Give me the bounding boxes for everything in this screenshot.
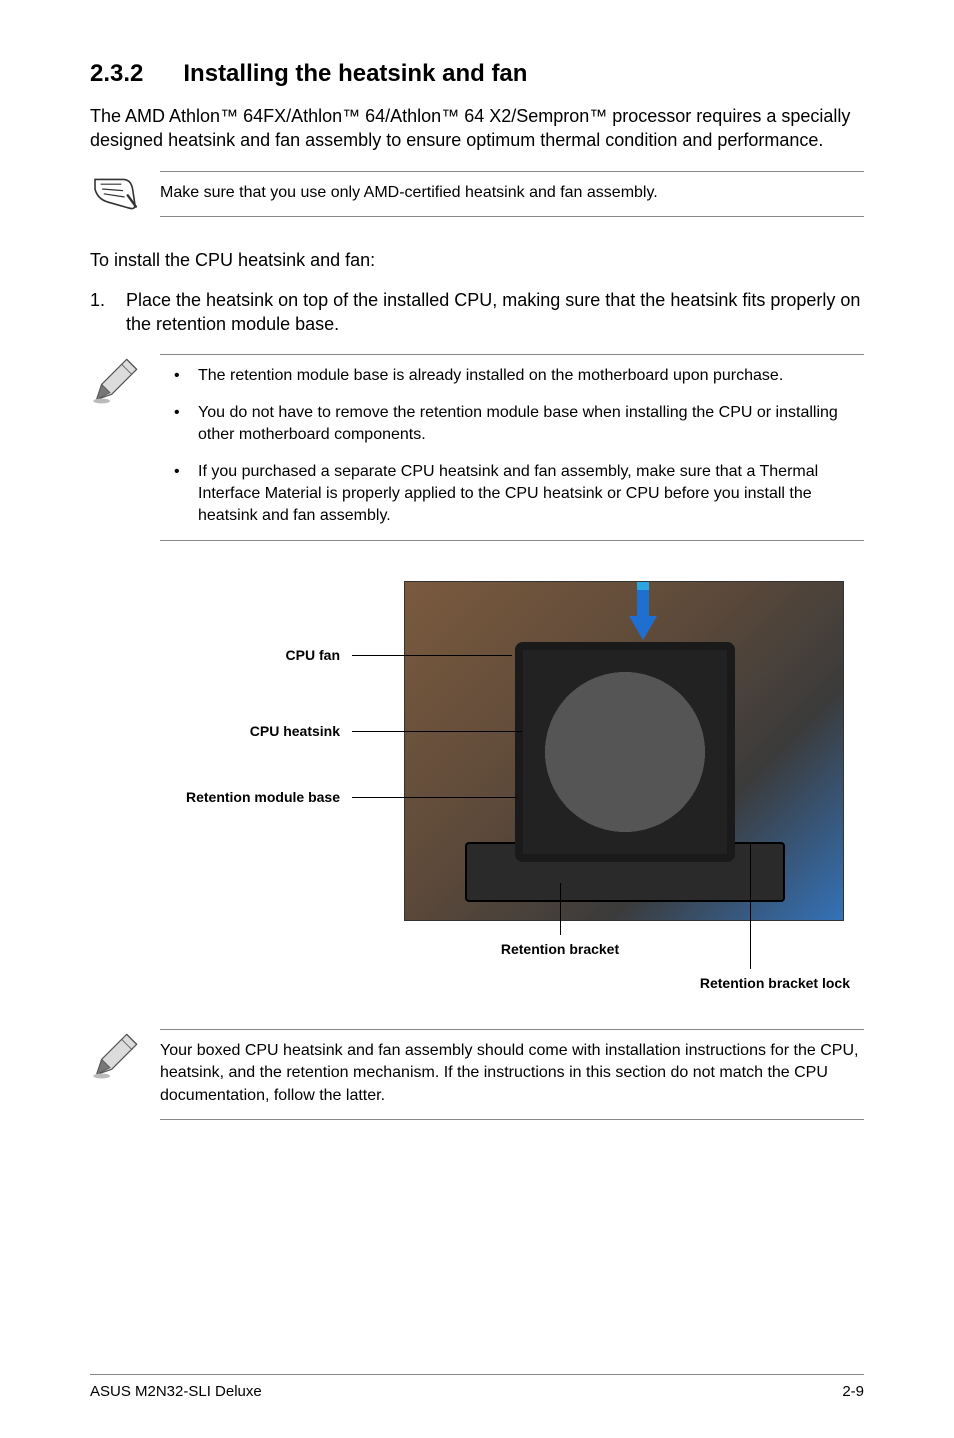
step-1: 1. Place the heatsink on top of the inst…: [90, 288, 864, 337]
page-footer: ASUS M2N32-SLI Deluxe 2-9: [90, 1374, 864, 1400]
tip-item: If you purchased a separate CPU heatsink…: [174, 461, 864, 528]
pencil-icon: [90, 1029, 160, 1086]
label-cpu-fan: CPU fan: [220, 647, 340, 663]
arrow-down-icon: [625, 582, 661, 642]
step-1-text: Place the heatsink on top of the install…: [126, 288, 864, 337]
note-certified-text: Make sure that you use only AMD-certifie…: [160, 171, 864, 217]
tip-item: The retention module base is already ins…: [174, 365, 864, 387]
tip-item: You do not have to remove the retention …: [174, 402, 864, 447]
intro-paragraph: The AMD Athlon™ 64FX/Athlon™ 64/Athlon™ …: [90, 104, 864, 153]
leader-line: [750, 843, 751, 969]
leader-line: [352, 655, 512, 656]
heatsink-photo: [404, 581, 844, 921]
photo-fan: [515, 642, 735, 862]
heatsink-figure: CPU fan CPU heatsink Retention module ba…: [90, 571, 864, 1011]
tips-list: The retention module base is already ins…: [160, 365, 864, 527]
step-1-number: 1.: [90, 288, 126, 337]
leader-line: [560, 883, 561, 935]
label-retention-module-base: Retention module base: [90, 789, 340, 805]
section-heading: 2.3.2 Installing the heatsink and fan: [90, 60, 864, 88]
label-cpu-heatsink: CPU heatsink: [190, 723, 340, 739]
note-boxed-cpu: Your boxed CPU heatsink and fan assembly…: [90, 1029, 864, 1120]
footer-right: 2-9: [842, 1383, 864, 1400]
section-title: Installing the heatsink and fan: [183, 60, 527, 87]
hand-note-icon: [90, 171, 160, 218]
footer-left: ASUS M2N32-SLI Deluxe: [90, 1383, 262, 1400]
install-lead: To install the CPU heatsink and fan:: [90, 248, 864, 272]
label-retention-bracket-lock: Retention bracket lock: [590, 975, 850, 991]
note-certified: Make sure that you use only AMD-certifie…: [90, 171, 864, 218]
note-boxed-cpu-text: Your boxed CPU heatsink and fan assembly…: [160, 1029, 864, 1120]
pencil-icon: [90, 354, 160, 411]
tips-block: The retention module base is already ins…: [90, 354, 864, 540]
leader-line: [352, 797, 517, 798]
page: 2.3.2 Installing the heatsink and fan The…: [0, 0, 954, 1438]
label-retention-bracket: Retention bracket: [460, 941, 660, 957]
leader-line: [352, 731, 522, 732]
section-number: 2.3.2: [90, 60, 143, 88]
tips-content: The retention module base is already ins…: [160, 354, 864, 540]
